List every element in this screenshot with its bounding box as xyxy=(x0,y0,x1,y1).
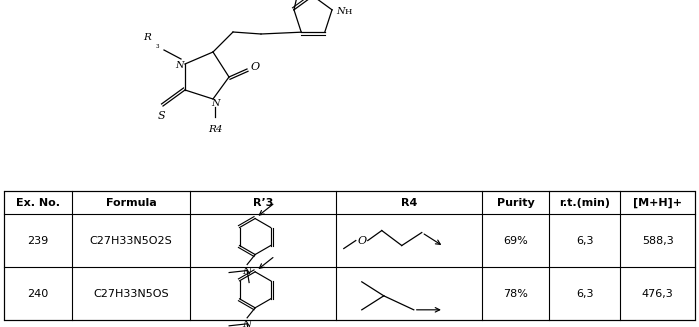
Text: Ex. No.: Ex. No. xyxy=(16,198,60,208)
Text: C27H33N5OS: C27H33N5OS xyxy=(93,289,169,299)
Text: ₃: ₃ xyxy=(155,42,159,50)
Text: O: O xyxy=(357,235,366,246)
Text: [M+H]+: [M+H]+ xyxy=(633,198,682,208)
Text: Purity: Purity xyxy=(496,198,534,208)
Text: 6,3: 6,3 xyxy=(576,235,593,246)
Text: r.t.(min): r.t.(min) xyxy=(559,198,610,208)
Text: 6,3: 6,3 xyxy=(576,289,593,299)
Text: 69%: 69% xyxy=(503,235,528,246)
Text: R’3: R’3 xyxy=(253,198,273,208)
Text: H: H xyxy=(345,8,352,16)
Text: O: O xyxy=(250,62,259,72)
Text: 78%: 78% xyxy=(503,289,528,299)
Text: N: N xyxy=(243,320,252,327)
Text: 239: 239 xyxy=(27,235,48,246)
Text: N: N xyxy=(211,99,219,109)
Bar xyxy=(4,191,695,320)
Text: C27H33N5O2S: C27H33N5O2S xyxy=(89,235,173,246)
Text: R4: R4 xyxy=(208,125,222,134)
Text: N: N xyxy=(243,267,252,276)
Text: N: N xyxy=(336,7,345,16)
Text: 240: 240 xyxy=(27,289,48,299)
Text: 476,3: 476,3 xyxy=(642,289,674,299)
Text: S: S xyxy=(157,111,165,121)
Text: 588,3: 588,3 xyxy=(642,235,674,246)
Text: R4: R4 xyxy=(401,198,417,208)
Text: Formula: Formula xyxy=(106,198,157,208)
Text: R: R xyxy=(143,33,151,43)
Text: N: N xyxy=(175,60,183,70)
